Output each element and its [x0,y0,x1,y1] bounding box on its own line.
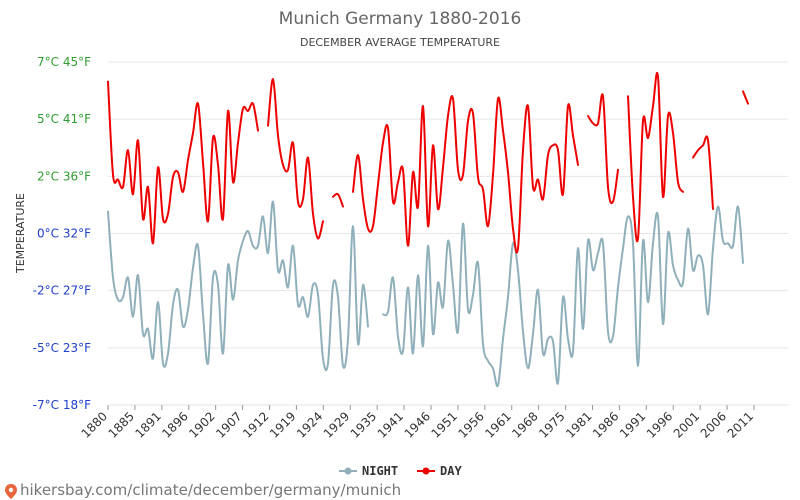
legend-day-marker [422,467,430,475]
series-night [107,200,744,388]
watermark[interactable]: hikersbay.com/climate/december/germany/m… [5,481,401,499]
night-line-segment [107,200,369,372]
x-tick-label: 1941 [375,409,406,440]
day-line-segment [267,78,324,240]
y-tick-label: 0°C 32°F [37,227,91,241]
x-axis-ticks: 1880188518911896190219071912191919241929… [79,405,756,441]
legend-item-night[interactable]: NIGHT [339,464,398,478]
x-tick-label: 1935 [348,409,379,440]
legend-night-label: NIGHT [362,464,398,478]
y-axis-label: TEMPERATURE [14,193,27,274]
day-line-segment [692,135,714,210]
legend-item-day[interactable]: DAY [417,464,462,478]
x-tick-label: 1902 [186,409,217,440]
x-tick-label: 1929 [321,409,352,440]
x-tick-label: 1996 [644,409,675,440]
chart-title: Munich Germany 1880-2016 [279,9,522,29]
day-line-segment [352,95,579,254]
chart-subtitle: DECEMBER AVERAGE TEMPERATURE [300,36,500,49]
night-line-segment [382,205,744,388]
x-tick-label: 1991 [617,409,648,440]
x-tick-label: 1896 [159,409,190,440]
x-tick-label: 2001 [671,409,702,440]
y-tick-label: -2°C 27°F [33,284,91,298]
x-tick-label: 1975 [536,409,567,440]
series-lines [107,72,749,388]
x-tick-label: 1951 [429,409,460,440]
x-tick-label: 1924 [294,409,325,440]
legend: NIGHT DAY [339,464,462,478]
x-tick-label: 1986 [590,409,621,440]
y-tick-label: -7°C 18°F [33,398,91,412]
legend-day-label: DAY [440,464,462,478]
x-tick-label: 2011 [725,409,756,440]
y-axis-ticks: 7°C 45°F 5°C 41°F 2°C 36°F 0°C 32°F -2°C 27°… [33,55,91,412]
day-line-segment [587,93,619,205]
x-tick-label: 1981 [563,409,594,440]
y-tick-label: -5°C 23°F [33,341,91,355]
y-tick-label: 5°C 41°F [37,112,91,126]
x-tick-label: 1891 [132,409,163,440]
day-line-segment [332,192,344,208]
x-tick-label: 1961 [482,409,513,440]
x-tick-label: 1956 [455,409,486,440]
y-tick-label: 7°C 45°F [37,55,91,69]
y-tick-label: 2°C 36°F [37,169,91,183]
day-line-segment [107,80,259,245]
legend-night-marker [344,467,352,475]
x-tick-label: 1912 [240,409,271,440]
x-tick-label: 1946 [402,409,433,440]
x-tick-label: 1919 [267,409,298,440]
day-line-segment [627,72,684,243]
x-tick-label: 1880 [79,409,110,440]
x-tick-label: 1907 [213,409,244,440]
watermark-link: hikersbay.com/climate/december/germany/m… [20,481,401,499]
x-tick-label: 1968 [509,409,540,440]
day-line-segment [742,90,749,105]
x-tick-label: 1885 [106,409,137,440]
x-tick-label: 2006 [698,409,729,440]
location-pin-icon [5,484,17,499]
series-day [107,72,749,254]
